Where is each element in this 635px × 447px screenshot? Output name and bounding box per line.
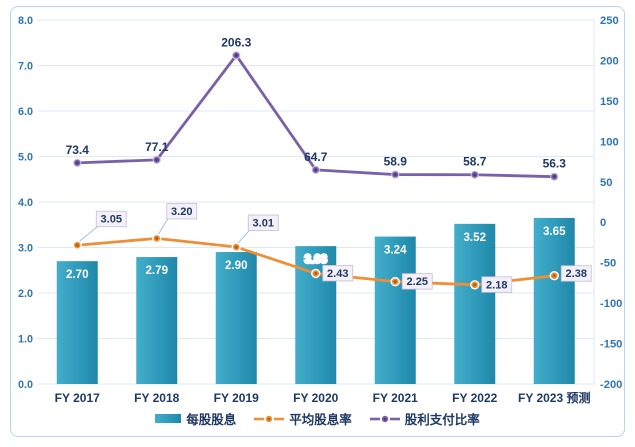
left-axis-tick-label: 0.0 bbox=[18, 379, 33, 391]
payout-value-label: 56.3 bbox=[543, 157, 567, 171]
bar-value-label: 3.52 bbox=[463, 231, 486, 244]
bar bbox=[454, 223, 496, 384]
left-axis-tick-label: 5.0 bbox=[18, 151, 33, 163]
bar-value-label: 3.03 bbox=[304, 253, 327, 266]
bar-value-label: 2.70 bbox=[66, 268, 89, 281]
avg-yield-value-label: 2.25 bbox=[407, 276, 428, 288]
bar bbox=[533, 217, 575, 384]
bar-value-label: 2.79 bbox=[145, 264, 168, 277]
payout-marker-core bbox=[234, 53, 238, 57]
category-label: FY 2020 bbox=[293, 391, 338, 405]
category-label: FY 2019 bbox=[214, 391, 259, 405]
bar bbox=[56, 261, 98, 384]
legend-item: 平均股息率 bbox=[254, 409, 352, 428]
left-axis-tick-label: 1.0 bbox=[18, 333, 33, 345]
category-label: FY 2022 bbox=[452, 391, 497, 405]
avg-yield-value-label: 2.18 bbox=[486, 279, 507, 291]
avg-yield-marker-core bbox=[473, 283, 477, 287]
avg-yield-value-label: 3.20 bbox=[171, 206, 192, 218]
bar-value-label: 2.90 bbox=[225, 259, 248, 272]
legend-label: 平均股息率 bbox=[289, 413, 352, 427]
avg-yield-value-label: 3.01 bbox=[253, 218, 274, 230]
avg-yield-value-label: 2.38 bbox=[566, 268, 587, 280]
avg-yield-marker-core bbox=[552, 274, 556, 278]
payout-marker-core bbox=[473, 173, 477, 177]
payout-marker-core bbox=[155, 158, 159, 162]
payout-value-label: 206.3 bbox=[221, 35, 251, 49]
payout-value-label: 58.9 bbox=[384, 155, 408, 169]
avg-yield-callout bbox=[95, 210, 127, 228]
right-axis-tick-label: 100 bbox=[600, 136, 619, 148]
avg-yield-marker-core bbox=[234, 245, 238, 249]
avg-yield-callout bbox=[481, 276, 513, 293]
right-axis-tick-label: 200 bbox=[600, 55, 619, 67]
callout-leader-line bbox=[236, 230, 250, 245]
avg-yield-value-label: 3.05 bbox=[101, 214, 122, 226]
left-axis-tick-label: 4.0 bbox=[18, 197, 33, 209]
bar bbox=[215, 252, 257, 384]
bar bbox=[136, 257, 178, 384]
legend-label: 股利支付比率 bbox=[404, 413, 480, 427]
payout-marker-core bbox=[75, 161, 79, 165]
left-axis-tick-label: 7.0 bbox=[18, 60, 33, 72]
payout-value-label: 77.1 bbox=[145, 140, 169, 154]
avg-yield-callout bbox=[401, 273, 433, 290]
avg-yield-callout bbox=[247, 214, 279, 231]
legend-item: 股利支付比率 bbox=[369, 409, 480, 428]
category-label: FY 2018 bbox=[134, 391, 179, 405]
right-axis-tick-label: -150 bbox=[600, 339, 622, 351]
legend-label: 每股股息 bbox=[186, 413, 237, 427]
payout-marker-core bbox=[393, 173, 397, 177]
bar bbox=[374, 236, 416, 384]
left-axis-tick-label: 6.0 bbox=[18, 106, 33, 118]
left-axis-tick-label: 3.0 bbox=[18, 242, 33, 254]
right-axis-tick-label: 50 bbox=[600, 177, 612, 189]
category-label: FY 2023 预测 bbox=[518, 390, 590, 405]
chart-legend: 每股股息 平均股息率 股利支付比率 bbox=[0, 409, 635, 428]
category-label: FY 2017 bbox=[55, 391, 100, 405]
legend-bar-swatch bbox=[155, 414, 182, 423]
payout-value-label: 73.4 bbox=[66, 143, 90, 157]
left-axis-tick-label: 8.0 bbox=[18, 15, 33, 27]
bar-value-label: 3.24 bbox=[384, 244, 407, 257]
avg-yield-callout bbox=[166, 202, 198, 220]
category-label: FY 2021 bbox=[373, 391, 418, 405]
right-axis-tick-label: -100 bbox=[600, 298, 622, 310]
avg-yield-marker-core bbox=[75, 243, 79, 247]
avg-yield-marker-core bbox=[155, 236, 159, 240]
right-axis-tick-label: 150 bbox=[600, 96, 619, 108]
callout-leader-line bbox=[77, 226, 98, 243]
left-axis-tick-label: 2.0 bbox=[18, 288, 33, 300]
avg-yield-callout bbox=[322, 265, 354, 282]
payout-marker-core bbox=[314, 168, 318, 172]
callout-leader-line bbox=[157, 218, 169, 236]
right-axis-tick-label: 250 bbox=[600, 15, 619, 27]
avg-yield-value-label: 2.43 bbox=[327, 268, 348, 280]
legend-line-glyph bbox=[369, 415, 400, 422]
right-axis-tick-label: 0 bbox=[600, 217, 606, 229]
payout-value-label: 64.7 bbox=[304, 150, 328, 164]
right-axis-tick-label: -50 bbox=[600, 258, 616, 270]
legend-line-glyph bbox=[254, 415, 285, 422]
avg-yield-callout bbox=[560, 265, 592, 282]
payout-marker-core bbox=[552, 175, 556, 179]
legend-item: 每股股息 bbox=[155, 409, 236, 428]
bar-value-label: 3.65 bbox=[543, 225, 566, 238]
avg-yield-marker-core bbox=[314, 271, 318, 276]
payout-value-label: 58.7 bbox=[463, 155, 487, 169]
avg-yield-marker-core bbox=[393, 280, 397, 284]
right-axis-tick-label: -200 bbox=[600, 379, 622, 391]
